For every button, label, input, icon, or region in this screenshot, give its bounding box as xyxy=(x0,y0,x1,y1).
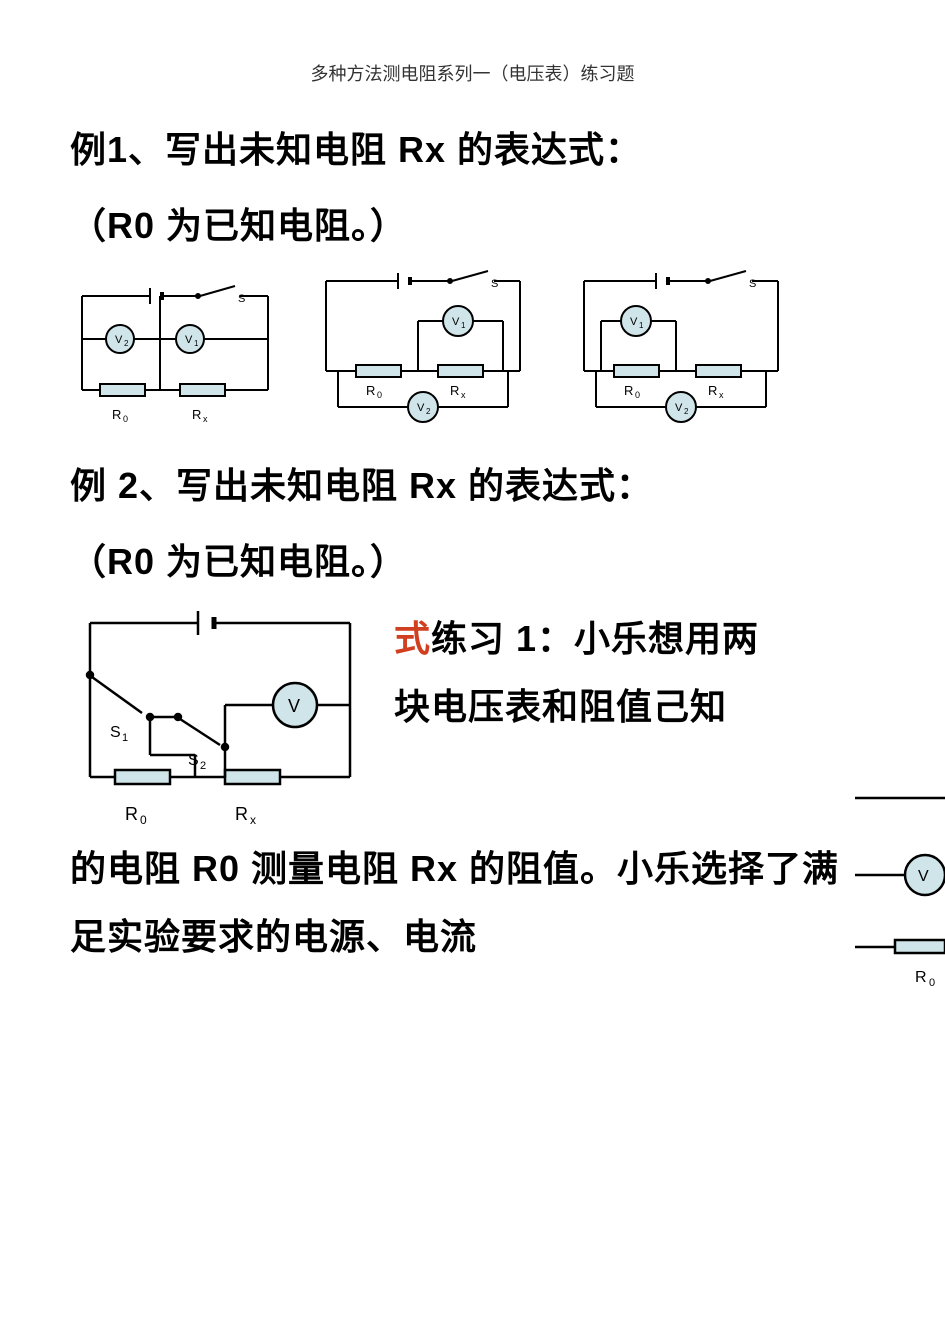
svg-text:0: 0 xyxy=(123,414,128,424)
example1-heading-line1: 例1、写出未知电阻 Rx 的表达式： xyxy=(70,116,875,184)
example1-heading-line2: （R0 为已知电阻。） xyxy=(70,192,875,260)
svg-text:0: 0 xyxy=(140,813,147,827)
svg-text:V: V xyxy=(288,696,300,716)
svg-text:R: R xyxy=(366,383,375,398)
svg-text:S: S xyxy=(188,752,199,769)
svg-text:1: 1 xyxy=(194,339,199,348)
example2-heading-line2: （R0 为已知电阻。） xyxy=(70,528,875,596)
svg-text:0: 0 xyxy=(377,390,382,400)
svg-text:x: x xyxy=(203,414,208,424)
practice1-paragraph: 的电阻 R0 测量电阻 Rx 的阻值。小乐选择了满足实验要求的电源、电流 xyxy=(70,835,875,972)
svg-text:x: x xyxy=(250,813,256,827)
practice1-text-block: 式练习 1：小乐想用两 块电压表和阻值己知 xyxy=(394,605,875,742)
svg-text:2: 2 xyxy=(684,407,689,416)
svg-text:x: x xyxy=(719,390,724,400)
svg-text:V: V xyxy=(185,334,193,346)
svg-text:R: R xyxy=(112,407,121,422)
svg-text:1: 1 xyxy=(461,321,466,330)
svg-text:V: V xyxy=(417,402,425,414)
svg-text:S: S xyxy=(110,724,121,741)
circuit-1a: S xyxy=(70,284,280,434)
example1-circuits-row: S xyxy=(70,269,875,434)
svg-text:S: S xyxy=(749,278,756,290)
practice-mark-icon: 式 xyxy=(394,618,431,659)
svg-text:x: x xyxy=(461,390,466,400)
svg-text:R: R xyxy=(915,969,927,986)
circuit-1c: S xyxy=(566,269,796,434)
practice1-line2: 块电压表和阻值己知 xyxy=(394,686,727,727)
svg-text:R: R xyxy=(235,804,248,824)
circuit-2: V S1 S2 R0 Rx xyxy=(70,605,370,835)
svg-text:R: R xyxy=(624,383,633,398)
svg-text:R: R xyxy=(708,383,717,398)
svg-text:V: V xyxy=(918,868,929,885)
svg-text:2: 2 xyxy=(426,407,431,416)
document-title: 多种方法测电阻系列一（电压表）练习题 xyxy=(70,60,875,86)
svg-text:0: 0 xyxy=(929,977,935,989)
svg-text:S: S xyxy=(238,293,245,305)
circuit-right-partial: V R0 xyxy=(855,780,945,1000)
svg-text:1: 1 xyxy=(122,732,128,744)
svg-text:2: 2 xyxy=(124,339,129,348)
svg-text:1: 1 xyxy=(639,321,644,330)
svg-text:V: V xyxy=(675,402,683,414)
svg-text:2: 2 xyxy=(200,760,206,772)
svg-text:R: R xyxy=(125,804,138,824)
svg-text:V: V xyxy=(630,316,638,328)
svg-text:R: R xyxy=(450,383,459,398)
svg-text:S: S xyxy=(491,278,498,290)
svg-text:0: 0 xyxy=(635,390,640,400)
example2-heading-line1: 例 2、写出未知电阻 Rx 的表达式： xyxy=(70,452,875,520)
practice1-line1: 练习 1：小乐想用两 xyxy=(431,618,759,659)
svg-text:V: V xyxy=(115,334,123,346)
circuit-1b: S xyxy=(308,269,538,434)
svg-text:V: V xyxy=(452,316,460,328)
svg-text:R: R xyxy=(192,407,201,422)
